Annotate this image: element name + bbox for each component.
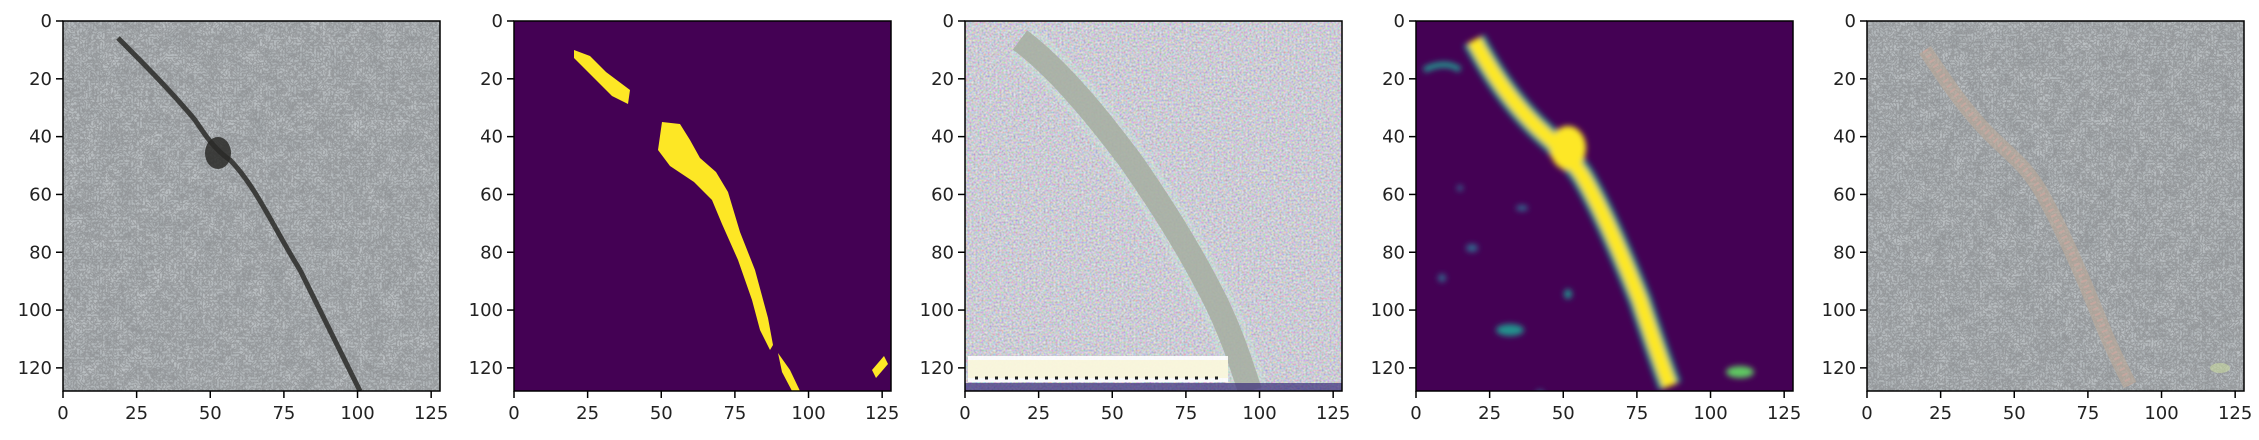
x-tick-label: 100 — [1242, 403, 1276, 424]
x-tick-label: 100 — [340, 403, 374, 424]
x-tick-label: 50 — [1101, 403, 1124, 424]
y-tick-label: 100 — [920, 300, 954, 321]
y-tick-label: 120 — [18, 358, 52, 379]
x-tick-label: 100 — [1693, 403, 1727, 424]
x-tick-label: 25 — [1027, 403, 1050, 424]
x-tick-label: 50 — [2003, 403, 2026, 424]
x-tick-label: 0 — [57, 403, 68, 424]
x-tick-label: 25 — [1929, 403, 1952, 424]
x-tick-label: 125 — [414, 403, 448, 424]
y-tick-label: 0 — [1394, 11, 1405, 32]
panel-4-axes: 0 25 50 75 100 125 0 20 40 60 80 100 120 — [1371, 11, 1802, 424]
x-tick-label: 75 — [1625, 403, 1648, 424]
y-tick-label: 0 — [943, 11, 954, 32]
y-tick-label: 60 — [1833, 184, 1856, 205]
y-tick-label: 120 — [469, 358, 503, 379]
y-tick-label: 80 — [1833, 242, 1856, 263]
y-tick-label: 60 — [480, 184, 503, 205]
axes-frame — [1866, 20, 2245, 392]
panel-2-axes: 0 25 50 75 100 125 0 20 40 60 80 100 120 — [469, 11, 900, 424]
x-tick-label: 0 — [959, 403, 970, 424]
x-tick-label: 75 — [2076, 403, 2099, 424]
panel-1-photo — [63, 21, 440, 391]
x-tick-label: 25 — [576, 403, 599, 424]
y-tick-label: 60 — [931, 184, 954, 205]
axes-frame — [513, 20, 892, 392]
y-tick-label: 60 — [1382, 184, 1405, 205]
x-tick-label: 25 — [125, 403, 148, 424]
y-tick-label: 60 — [29, 184, 52, 205]
axes-frame — [964, 20, 1343, 392]
x-tick-label: 125 — [1316, 403, 1350, 424]
x-tick-label: 100 — [791, 403, 825, 424]
y-tick-label: 0 — [492, 11, 503, 32]
x-tick-label: 50 — [650, 403, 673, 424]
panel-5-axes: 0 25 50 75 100 125 0 20 40 60 80 100 120 — [1822, 11, 2253, 424]
y-tick-label: 20 — [1833, 69, 1856, 90]
axes-frame — [1415, 20, 1794, 392]
y-tick-label: 20 — [1382, 69, 1405, 90]
y-tick-label: 40 — [931, 127, 954, 148]
x-tick-label: 75 — [1174, 403, 1197, 424]
y-tick-label: 100 — [469, 300, 503, 321]
y-tick-label: 80 — [1382, 242, 1405, 263]
y-tick-label: 0 — [41, 11, 52, 32]
y-tick-label: 20 — [480, 69, 503, 90]
x-tick-label: 25 — [1478, 403, 1501, 424]
y-tick-label: 80 — [29, 242, 52, 263]
x-tick-label: 0 — [508, 403, 519, 424]
y-tick-label: 120 — [920, 358, 954, 379]
y-tick-label: 40 — [1382, 127, 1405, 148]
y-tick-label: 120 — [1822, 358, 1856, 379]
x-tick-label: 100 — [2144, 403, 2178, 424]
panel-5-overlay — [1867, 21, 2244, 391]
y-tick-label: 20 — [931, 69, 954, 90]
x-tick-label: 50 — [199, 403, 222, 424]
y-tick-label: 20 — [29, 69, 52, 90]
y-tick-label: 40 — [29, 127, 52, 148]
y-tick-label: 80 — [931, 242, 954, 263]
panel-3-feature-map — [965, 21, 1342, 391]
y-tick-label: 100 — [1822, 300, 1856, 321]
panel-1-axes: 0 25 50 75 100 125 0 20 40 60 80 100 120 — [18, 11, 449, 424]
y-tick-label: 40 — [1833, 127, 1856, 148]
x-tick-label: 125 — [865, 403, 899, 424]
x-tick-label: 50 — [1552, 403, 1575, 424]
x-tick-label: 125 — [1767, 403, 1801, 424]
y-tick-label: 120 — [1371, 358, 1405, 379]
x-tick-label: 75 — [272, 403, 295, 424]
y-tick-label: 80 — [480, 242, 503, 263]
y-tick-label: 40 — [480, 127, 503, 148]
x-tick-label: 0 — [1861, 403, 1872, 424]
panel-2-ground-truth — [514, 21, 891, 391]
axes-frame — [62, 20, 441, 392]
panel-4-prediction — [1416, 21, 1793, 391]
y-tick-label: 0 — [1845, 11, 1856, 32]
x-tick-label: 125 — [2218, 403, 2252, 424]
y-tick-label: 100 — [1371, 300, 1405, 321]
axes-layer: 0 25 50 75 100 125 0 20 40 60 80 100 120 0 25 50 75 100 12… — [18, 11, 2253, 424]
x-tick-label: 0 — [1410, 403, 1421, 424]
x-tick-label: 75 — [723, 403, 746, 424]
crack — [116, 36, 363, 391]
panel-3-axes: 0 25 50 75 100 125 0 20 40 60 80 100 120 — [920, 11, 1351, 424]
y-tick-label: 100 — [18, 300, 52, 321]
